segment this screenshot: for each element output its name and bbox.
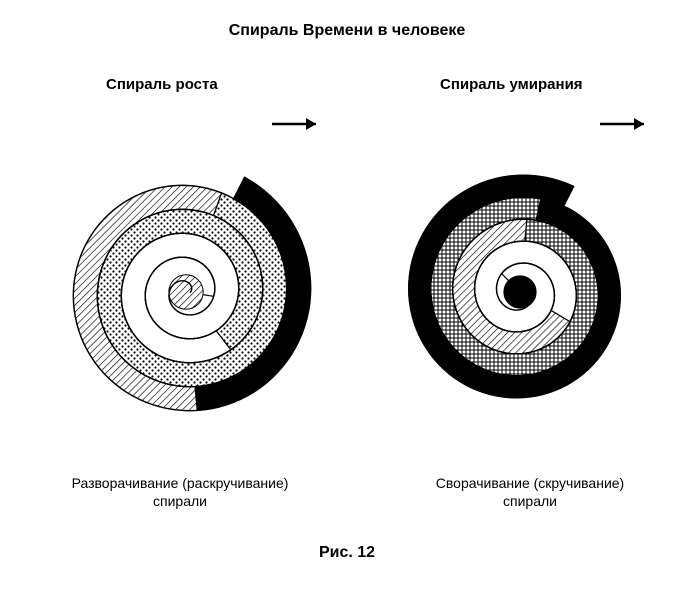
arrow-icon: [600, 118, 644, 130]
left-caption-line2: спирали: [153, 493, 207, 509]
left-caption: Разворачивание (раскручивание) спирали: [20, 474, 340, 510]
right-spiral-svg: [370, 102, 680, 462]
figure-page: Спираль Времени в человеке Спираль роста…: [0, 0, 694, 589]
left-caption-line1: Разворачивание (раскручивание): [72, 475, 289, 491]
main-title: Спираль Времени в человеке: [0, 22, 694, 40]
right-caption-line1: Сворачивание (скручивание): [436, 475, 624, 491]
left-spiral-label: Спираль роста: [106, 76, 218, 93]
figure-label: Рис. 12: [0, 544, 694, 562]
right-spiral: [370, 102, 680, 467]
right-caption: Сворачивание (скручивание) спирали: [380, 474, 680, 510]
left-spiral: [16, 102, 356, 467]
right-spiral-label: Спираль умирания: [440, 76, 583, 93]
right-caption-line2: спирали: [503, 493, 557, 509]
left-spiral-svg: [16, 102, 356, 462]
arrow-icon: [272, 118, 316, 130]
